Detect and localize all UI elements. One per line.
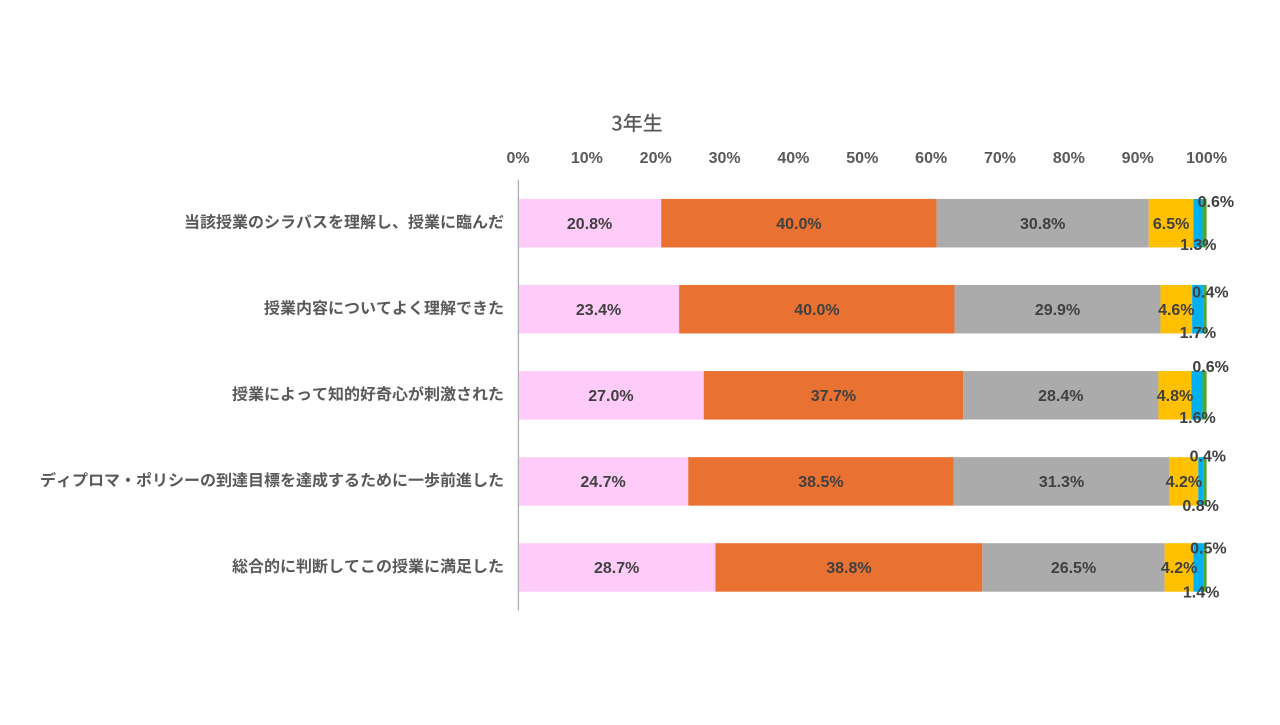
svg-text:90%: 90% (1122, 150, 1154, 167)
svg-text:30%: 30% (709, 150, 741, 167)
svg-text:23.4%: 23.4% (576, 302, 621, 319)
svg-text:50%: 50% (846, 150, 878, 167)
svg-text:0.4%: 0.4% (1190, 449, 1226, 466)
svg-text:1.7%: 1.7% (1180, 325, 1216, 342)
svg-text:27.0%: 27.0% (588, 388, 633, 405)
svg-text:20.8%: 20.8% (567, 216, 612, 233)
svg-text:0.6%: 0.6% (1198, 194, 1234, 211)
svg-text:40.0%: 40.0% (776, 216, 821, 233)
svg-text:38.8%: 38.8% (826, 560, 871, 577)
svg-text:38.5%: 38.5% (798, 474, 843, 491)
svg-text:0%: 0% (506, 150, 529, 167)
svg-text:20%: 20% (640, 150, 672, 167)
svg-text:10%: 10% (571, 150, 603, 167)
svg-text:40.0%: 40.0% (794, 302, 839, 319)
svg-text:4.2%: 4.2% (1166, 474, 1202, 491)
svg-text:28.7%: 28.7% (594, 560, 639, 577)
svg-text:0.8%: 0.8% (1182, 498, 1218, 515)
svg-text:100%: 100% (1186, 150, 1227, 167)
svg-text:70%: 70% (984, 150, 1016, 167)
svg-text:1.3%: 1.3% (1180, 237, 1216, 254)
svg-text:29.9%: 29.9% (1035, 302, 1080, 319)
svg-text:37.7%: 37.7% (811, 388, 856, 405)
svg-text:60%: 60% (915, 150, 947, 167)
svg-text:1.6%: 1.6% (1179, 410, 1215, 427)
svg-text:30.8%: 30.8% (1020, 216, 1065, 233)
svg-text:0.5%: 0.5% (1190, 541, 1226, 558)
svg-text:31.3%: 31.3% (1039, 474, 1084, 491)
svg-text:24.7%: 24.7% (580, 474, 625, 491)
svg-text:6.5%: 6.5% (1153, 216, 1189, 233)
svg-text:40%: 40% (777, 150, 809, 167)
svg-text:80%: 80% (1053, 150, 1085, 167)
svg-text:0.6%: 0.6% (1192, 359, 1228, 376)
svg-text:4.6%: 4.6% (1158, 302, 1194, 319)
svg-text:4.8%: 4.8% (1157, 388, 1193, 405)
svg-text:4.2%: 4.2% (1161, 560, 1197, 577)
svg-text:28.4%: 28.4% (1038, 388, 1083, 405)
svg-text:1.4%: 1.4% (1183, 585, 1219, 602)
svg-text:26.5%: 26.5% (1051, 560, 1096, 577)
svg-text:0.4%: 0.4% (1192, 284, 1228, 301)
